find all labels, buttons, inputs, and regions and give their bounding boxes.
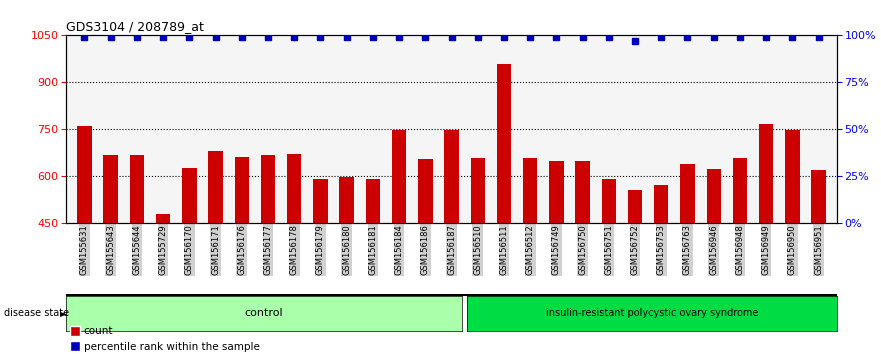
Text: GDS3104 / 208789_at: GDS3104 / 208789_at xyxy=(66,20,204,33)
Legend: count, percentile rank within the sample: count, percentile rank within the sample xyxy=(67,322,263,354)
Bar xyxy=(654,185,669,354)
Bar xyxy=(287,154,301,354)
Bar xyxy=(234,157,249,354)
Bar xyxy=(759,124,774,354)
Bar xyxy=(707,169,721,354)
Bar xyxy=(314,179,328,354)
Bar xyxy=(444,130,459,354)
Bar xyxy=(733,158,747,354)
Text: disease state: disease state xyxy=(4,308,70,318)
Bar xyxy=(523,158,537,354)
Bar xyxy=(497,64,511,354)
Bar xyxy=(208,151,223,354)
Bar xyxy=(130,155,144,354)
Bar xyxy=(366,179,380,354)
Text: insulin-resistant polycystic ovary syndrome: insulin-resistant polycystic ovary syndr… xyxy=(546,308,759,318)
Bar xyxy=(602,179,616,354)
Bar xyxy=(182,168,196,354)
Bar xyxy=(470,158,485,354)
Bar xyxy=(261,155,275,354)
Bar xyxy=(549,161,564,354)
Bar xyxy=(628,190,642,354)
Bar xyxy=(78,126,92,354)
Bar xyxy=(785,130,800,354)
Bar xyxy=(418,159,433,354)
Text: control: control xyxy=(245,308,284,318)
Bar xyxy=(103,155,118,354)
Bar xyxy=(339,177,354,354)
Bar xyxy=(811,171,825,354)
Bar xyxy=(156,214,170,354)
Bar xyxy=(680,164,695,354)
Bar xyxy=(575,161,589,354)
Bar xyxy=(392,130,406,354)
Text: ►: ► xyxy=(60,308,68,318)
